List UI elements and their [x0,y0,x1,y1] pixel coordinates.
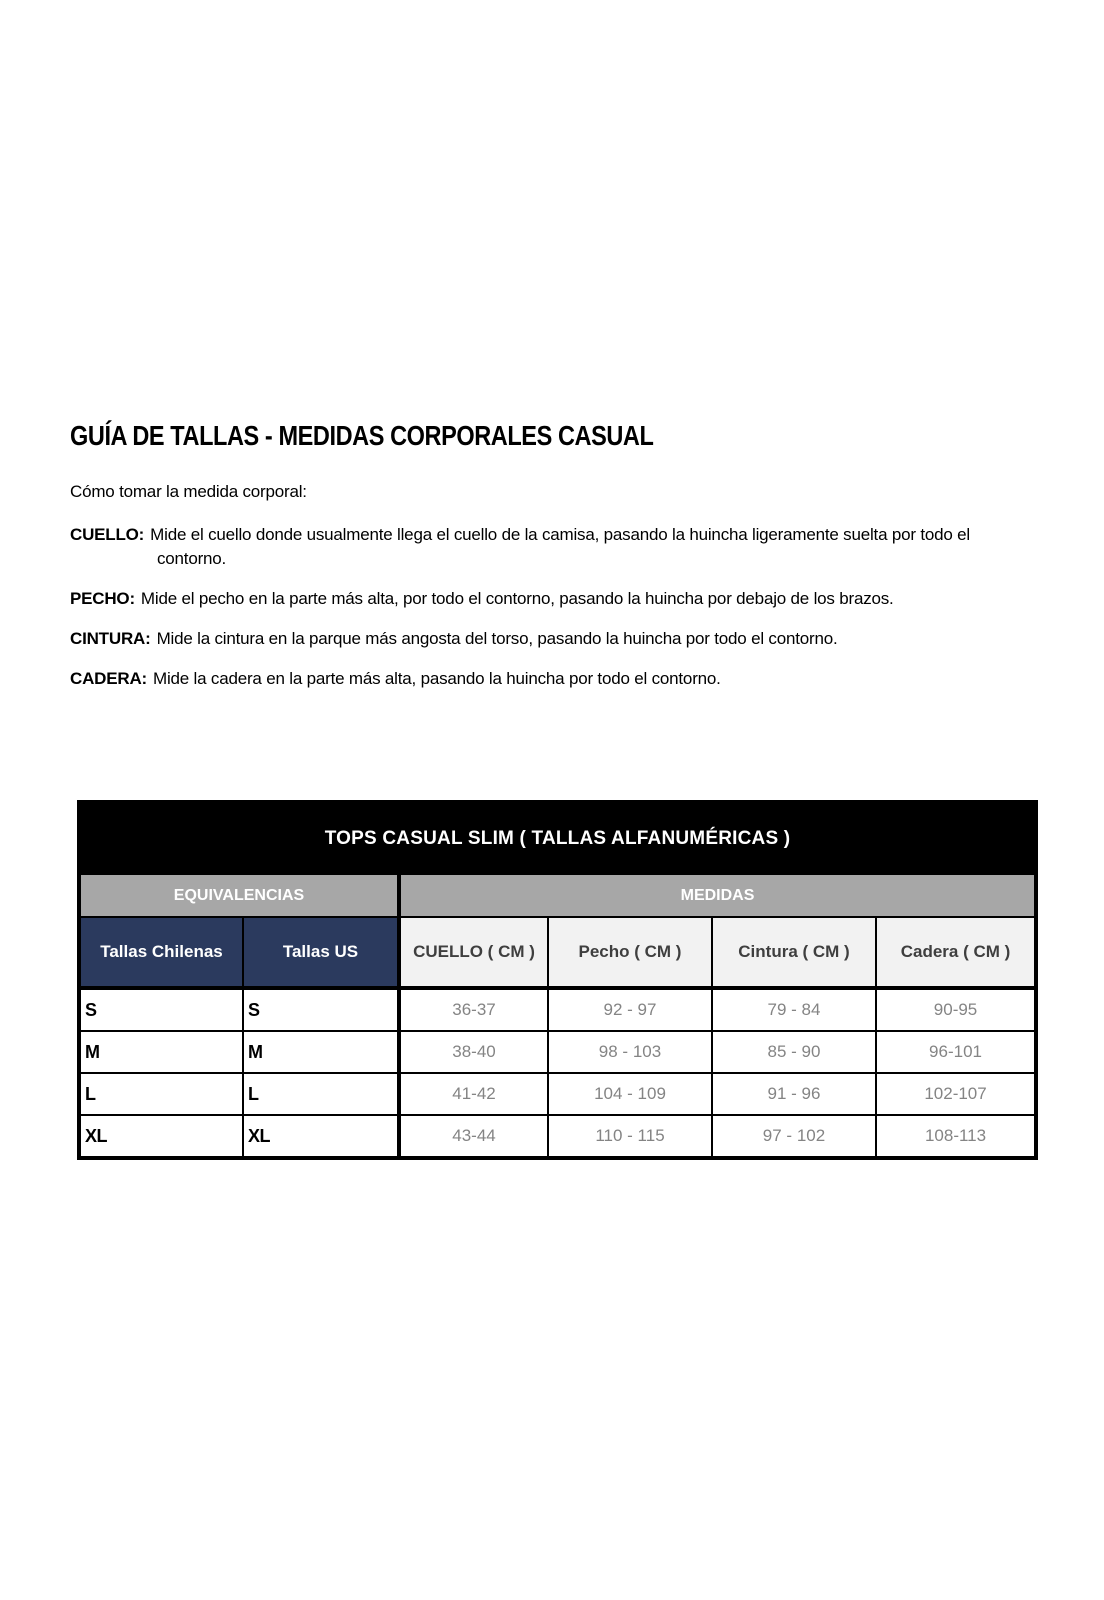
group-header-equivalencias: EQUIVALENCIAS [78,873,400,918]
value-cell: 98 - 103 [547,1030,713,1074]
table-row-xl: XL XL 43-44 110 - 115 97 - 102 108-113 [78,1114,1038,1159]
value-cell: 85 - 90 [711,1030,877,1074]
guide-text-block: GUÍA DE TALLAS - MEDIDAS CORPORALES CASU… [70,420,1025,707]
page-title: GUÍA DE TALLAS - MEDIDAS CORPORALES CASU… [70,420,654,451]
value-cell: 36-37 [397,987,549,1032]
size-table: TOPS CASUAL SLIM ( TALLAS ALFANUMÉRICAS … [77,800,1039,1160]
column-header-pecho: Pecho ( CM ) [547,916,713,990]
column-header-cadera: Cadera ( CM ) [874,916,1038,990]
value-cell: 97 - 102 [711,1114,877,1159]
value-cell: 43-44 [397,1114,549,1159]
size-cell: M [242,1030,400,1074]
table-group-row: EQUIVALENCIAS MEDIDAS [78,873,1038,918]
value-cell: 108-113 [874,1114,1038,1159]
value-cell: 96-101 [874,1030,1038,1074]
size-cell: XL [78,1114,244,1159]
instruction-label: PECHO: [70,589,135,608]
size-cell: XL [242,1114,400,1159]
value-cell: 41-42 [397,1072,549,1116]
instruction-text: Mide el pecho en la parte más alta, por … [140,589,894,608]
value-cell: 38-40 [397,1030,549,1074]
column-header-tallas-us: Tallas US [242,916,400,990]
column-header-cintura: Cintura ( CM ) [711,916,877,990]
measure-instruction-cintura: CINTURA: Mide la cintura en la parque más… [70,627,1025,651]
size-cell: M [78,1030,244,1074]
value-cell: 104 - 109 [547,1072,713,1116]
instruction-label: CADERA: [70,669,147,688]
instruction-text: Mide la cintura en la parque más angosta… [156,629,838,648]
table-row-m: M M 38-40 98 - 103 85 - 90 96-101 [78,1030,1038,1074]
value-cell: 110 - 115 [547,1114,713,1159]
intro-text: Cómo tomar la medida corporal: [70,482,307,501]
table-title: TOPS CASUAL SLIM ( TALLAS ALFANUMÉRICAS … [77,801,1038,875]
table-row-l: L L 41-42 104 - 109 91 - 96 102-107 [78,1072,1038,1116]
size-cell: S [242,987,400,1032]
group-header-medidas: MEDIDAS [396,873,1038,918]
value-cell: 102-107 [874,1072,1038,1116]
value-cell: 91 - 96 [711,1072,877,1116]
size-cell: S [78,987,244,1032]
column-header-cuello: CUELLO ( CM ) [397,916,549,990]
table-header-row: Tallas Chilenas Tallas US CUELLO ( CM ) … [78,916,1038,990]
measure-instruction-cuello: CUELLO: Mide el cuello donde usualmente l… [70,523,1025,571]
value-cell: 92 - 97 [547,987,713,1032]
instruction-label: CUELLO: [70,525,145,544]
size-cell: L [78,1072,244,1116]
measure-instruction-pecho: PECHO: Mide el pecho en la parte más alta… [70,587,1025,611]
instruction-text: Mide la cadera en la parte más alta, pas… [152,669,721,688]
measure-instruction-cadera: CADERA: Mide la cadera en la parte más al… [70,667,1025,691]
instruction-label: CINTURA: [70,629,151,648]
value-cell: 79 - 84 [711,987,877,1032]
size-cell: L [242,1072,400,1116]
instruction-text: Mide el cuello donde usualmente llega el… [150,525,970,568]
column-header-tallas-chilenas: Tallas Chilenas [78,916,244,990]
table-row-s: S S 36-37 92 - 97 79 - 84 90-95 [78,987,1038,1032]
value-cell: 90-95 [874,987,1038,1032]
table-title-row: TOPS CASUAL SLIM ( TALLAS ALFANUMÉRICAS … [77,801,1038,875]
